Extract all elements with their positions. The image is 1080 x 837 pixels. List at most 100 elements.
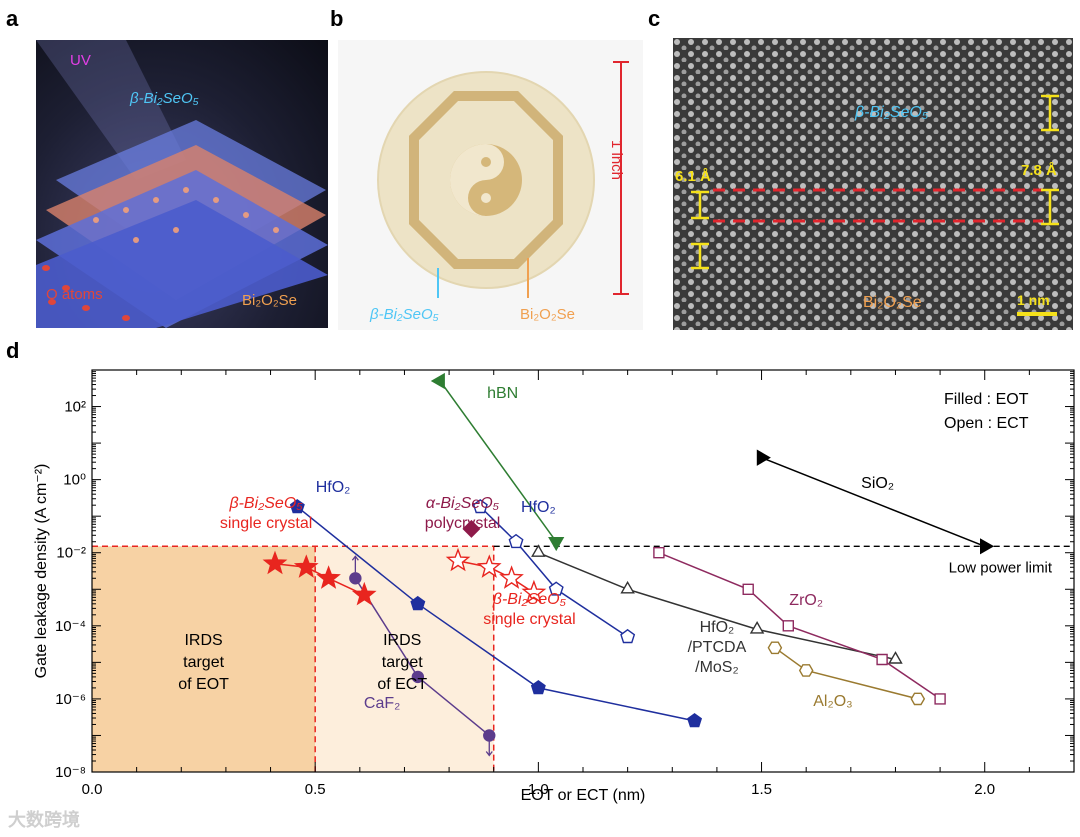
chart-regions [92, 545, 495, 772]
chart-axes: 0.0 0.5 1.0 1.5 2.0 10⁻⁸ 10⁻⁶ 10⁻⁴ 10⁻² 10⁰ 10² EOT… [33, 369, 1075, 804]
bi2o2se-label: Bi₂O₂Se [242, 292, 297, 309]
data-point [876, 653, 888, 666]
spacing-label-1: 6.1 Å [675, 168, 711, 185]
data-point [462, 519, 481, 538]
low-power-limit-label: Low power limit [949, 559, 1053, 576]
data-point [934, 693, 946, 705]
series-annotation: /MoS₂ [695, 659, 739, 676]
data-point [548, 581, 564, 596]
scale-label: 1 inch [608, 140, 625, 181]
wafer-photo: 1 inch β-Bi₂SeO₅ Bi₂O₂Se [338, 40, 643, 330]
legend-line: Filled : EOT [944, 391, 1029, 408]
eot-target-label: of EOT [178, 676, 229, 693]
chart-series [262, 372, 995, 757]
y-tick-label: 10⁻⁸ [55, 764, 86, 781]
data-point [798, 664, 814, 677]
x-tick-label: 0.0 [82, 781, 103, 798]
series-annotation: Al₂O₃ [813, 693, 852, 710]
data-point [767, 641, 783, 655]
data-point [499, 565, 524, 589]
caf2-up-arrow [351, 555, 359, 573]
ect-target-label: target [382, 654, 423, 671]
x-tick-label: 2.0 [974, 781, 995, 798]
stem-graphic [673, 38, 1073, 330]
scalebar-label: 1 nm [1017, 292, 1050, 308]
series-line [296, 506, 695, 722]
series-annotation: HfO₂ [521, 499, 556, 516]
panel-letter-d: d [6, 338, 20, 363]
data-point [476, 554, 502, 578]
data-point [410, 595, 426, 611]
data-point [888, 651, 903, 664]
data-point [483, 729, 496, 742]
stem-beta-label: β-Bi₂SeO₅ [855, 104, 929, 121]
ect-target-label: IRDS [383, 632, 421, 649]
watermark: 大数跨境 [8, 810, 80, 830]
series-line [439, 380, 557, 543]
stem-bi2o2se-label: Bi₂O₂Se [863, 294, 922, 311]
data-point [653, 547, 665, 559]
target-boundary [92, 545, 495, 772]
plot-frame [91, 369, 1075, 773]
panel-letter-c: c [648, 6, 661, 31]
series-annotation: hBN [487, 385, 518, 402]
schematic-illustration: UV β-Bi₂SeO₅ O atoms Bi₂O₂Se [36, 40, 328, 328]
panel-letter-a: a [6, 6, 19, 31]
uv-label: UV [70, 52, 91, 69]
data-point [411, 670, 425, 684]
data-point [445, 547, 471, 572]
y-tick-label: 10⁻⁶ [55, 691, 86, 708]
o-atoms-label: O atoms [46, 286, 103, 303]
y-tick-label: 10² [64, 399, 86, 416]
wafer-beta-label: β-Bi₂SeO₅ [370, 306, 439, 323]
irds-ect-region [315, 546, 494, 772]
data-point [548, 537, 565, 552]
series-annotation: /PTCDA [688, 639, 747, 656]
eot-target-label: target [183, 654, 224, 671]
stem-image: β-Bi₂SeO₅ Bi₂O₂Se 6.1 Å 7.8 Å 1 nm [673, 38, 1073, 330]
x-axis-title: EOT or ECT (nm) [521, 787, 646, 804]
data-point [910, 692, 926, 706]
series-line [479, 506, 629, 638]
y-tick-label: 10⁰ [63, 472, 86, 489]
series-annotation: SiO₂ [861, 475, 894, 492]
series-annotation: polycrystal [425, 515, 501, 532]
series-annotation: ZrO₂ [789, 592, 823, 609]
series-line [761, 456, 986, 547]
data-point [620, 628, 636, 644]
series-annotation: CaF₂ [364, 695, 400, 712]
wafer-graphic [377, 61, 629, 298]
data-point [351, 581, 377, 606]
y-tick-label: 10⁻⁴ [55, 618, 86, 635]
ect-target-label: of ECT [377, 676, 427, 693]
data-point [531, 544, 546, 557]
y-tick-label: 10⁻² [56, 545, 86, 562]
data-point [521, 579, 547, 604]
data-point [289, 499, 305, 514]
series-line [538, 552, 896, 661]
data-point [349, 572, 362, 585]
series-line [457, 560, 535, 594]
spacing-label-2: 7.8 Å [1021, 162, 1057, 179]
series-annotation: α-Bi₂SeO₅ [426, 495, 500, 512]
chart-labels: IRDS target of EOT IRDS target of ECT Low powe… [178, 385, 1053, 712]
data-point [782, 620, 794, 632]
series-annotation: single crystal [483, 611, 575, 628]
y-axis-title: Gate leakage density (A cm⁻²) [33, 464, 50, 679]
eot-target-label: IRDS [184, 632, 222, 649]
x-tick-label: 1.0 [528, 781, 549, 798]
data-point [262, 550, 288, 575]
data-point [620, 580, 635, 594]
series-line [774, 647, 918, 700]
data-point [472, 499, 488, 514]
data-point [742, 583, 754, 595]
irds-eot-region [92, 546, 316, 772]
data-point [430, 372, 445, 390]
wafer-bi2o2se-label: Bi₂O₂Se [520, 306, 575, 323]
x-tick-label: 0.5 [305, 781, 326, 798]
data-point [980, 538, 995, 555]
panel-letter-b: b [330, 6, 344, 31]
series-line [658, 552, 941, 700]
series-annotation: β-Bi₂SeO₅ [492, 591, 567, 608]
data-point [293, 554, 319, 578]
